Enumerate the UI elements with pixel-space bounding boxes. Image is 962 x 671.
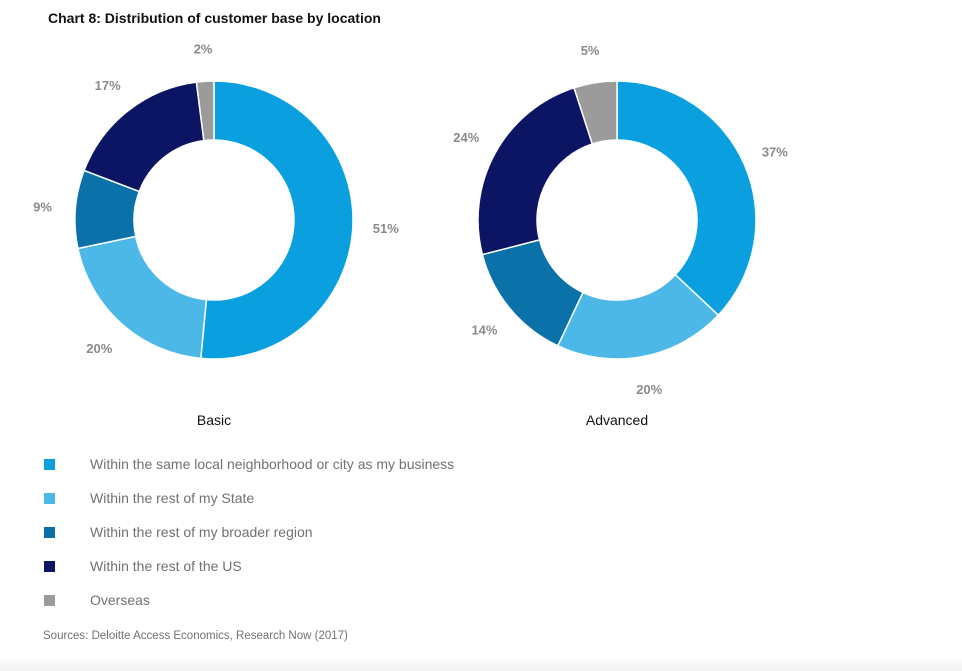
legend-item-us: Within the rest of the US bbox=[42, 549, 642, 583]
legend-swatch-us bbox=[44, 560, 55, 572]
slice-label-overseas: 5% bbox=[581, 43, 600, 58]
bottom-fade bbox=[0, 657, 962, 671]
legend-swatch-overseas bbox=[44, 594, 55, 606]
legend-label-overseas: Overseas bbox=[90, 592, 150, 608]
slice-label-local: 37% bbox=[762, 145, 788, 160]
slice-local bbox=[199, 80, 354, 360]
slice-label-state: 20% bbox=[86, 341, 112, 356]
slice-overseas bbox=[573, 80, 618, 145]
donut-title-advanced: Advanced bbox=[586, 412, 648, 428]
legend-swatch-local bbox=[44, 458, 55, 470]
legend: Within the same local neighborhood or ci… bbox=[42, 447, 642, 617]
donut-advanced: 37% 20% 14% 24% 5% Advanced bbox=[453, 43, 788, 428]
slice-label-us: 17% bbox=[95, 78, 121, 93]
slice-state bbox=[77, 235, 208, 360]
legend-label-region: Within the rest of my broader region bbox=[90, 524, 313, 540]
legend-swatch-region bbox=[44, 526, 55, 538]
legend-item-region: Within the rest of my broader region bbox=[42, 515, 642, 549]
slice-local bbox=[616, 80, 757, 317]
donut-title-basic: Basic bbox=[197, 412, 231, 428]
legend-item-overseas: Overseas bbox=[42, 583, 642, 617]
donut-charts: 51% 20% 9% 17% 2% Basic 37% 20% 14% 24% 5% Advanced bbox=[33, 41, 788, 428]
slice-label-us: 24% bbox=[453, 130, 479, 145]
slice-label-local: 51% bbox=[373, 221, 399, 236]
donut-basic: 51% 20% 9% 17% 2% Basic bbox=[33, 41, 399, 428]
legend-item-local: Within the same local neighborhood or ci… bbox=[42, 447, 642, 481]
chart-title: Chart 8: Distribution of customer base b… bbox=[48, 10, 381, 26]
slice-overseas bbox=[195, 80, 215, 142]
slice-us bbox=[83, 81, 205, 193]
legend-label-state: Within the rest of my State bbox=[90, 490, 255, 506]
slice-label-region: 9% bbox=[33, 199, 52, 214]
source-note: Sources: Deloitte Access Economics, Rese… bbox=[43, 630, 348, 642]
legend-label-local: Within the same local neighborhood or ci… bbox=[90, 456, 455, 472]
slice-label-overseas: 2% bbox=[194, 41, 213, 56]
legend-swatch-state bbox=[44, 492, 55, 504]
legend-item-state: Within the rest of my State bbox=[42, 481, 642, 515]
slice-label-state: 20% bbox=[636, 382, 662, 397]
slice-us bbox=[477, 86, 594, 256]
legend-label-us: Within the rest of the US bbox=[90, 558, 242, 574]
slice-label-region: 14% bbox=[471, 323, 497, 338]
